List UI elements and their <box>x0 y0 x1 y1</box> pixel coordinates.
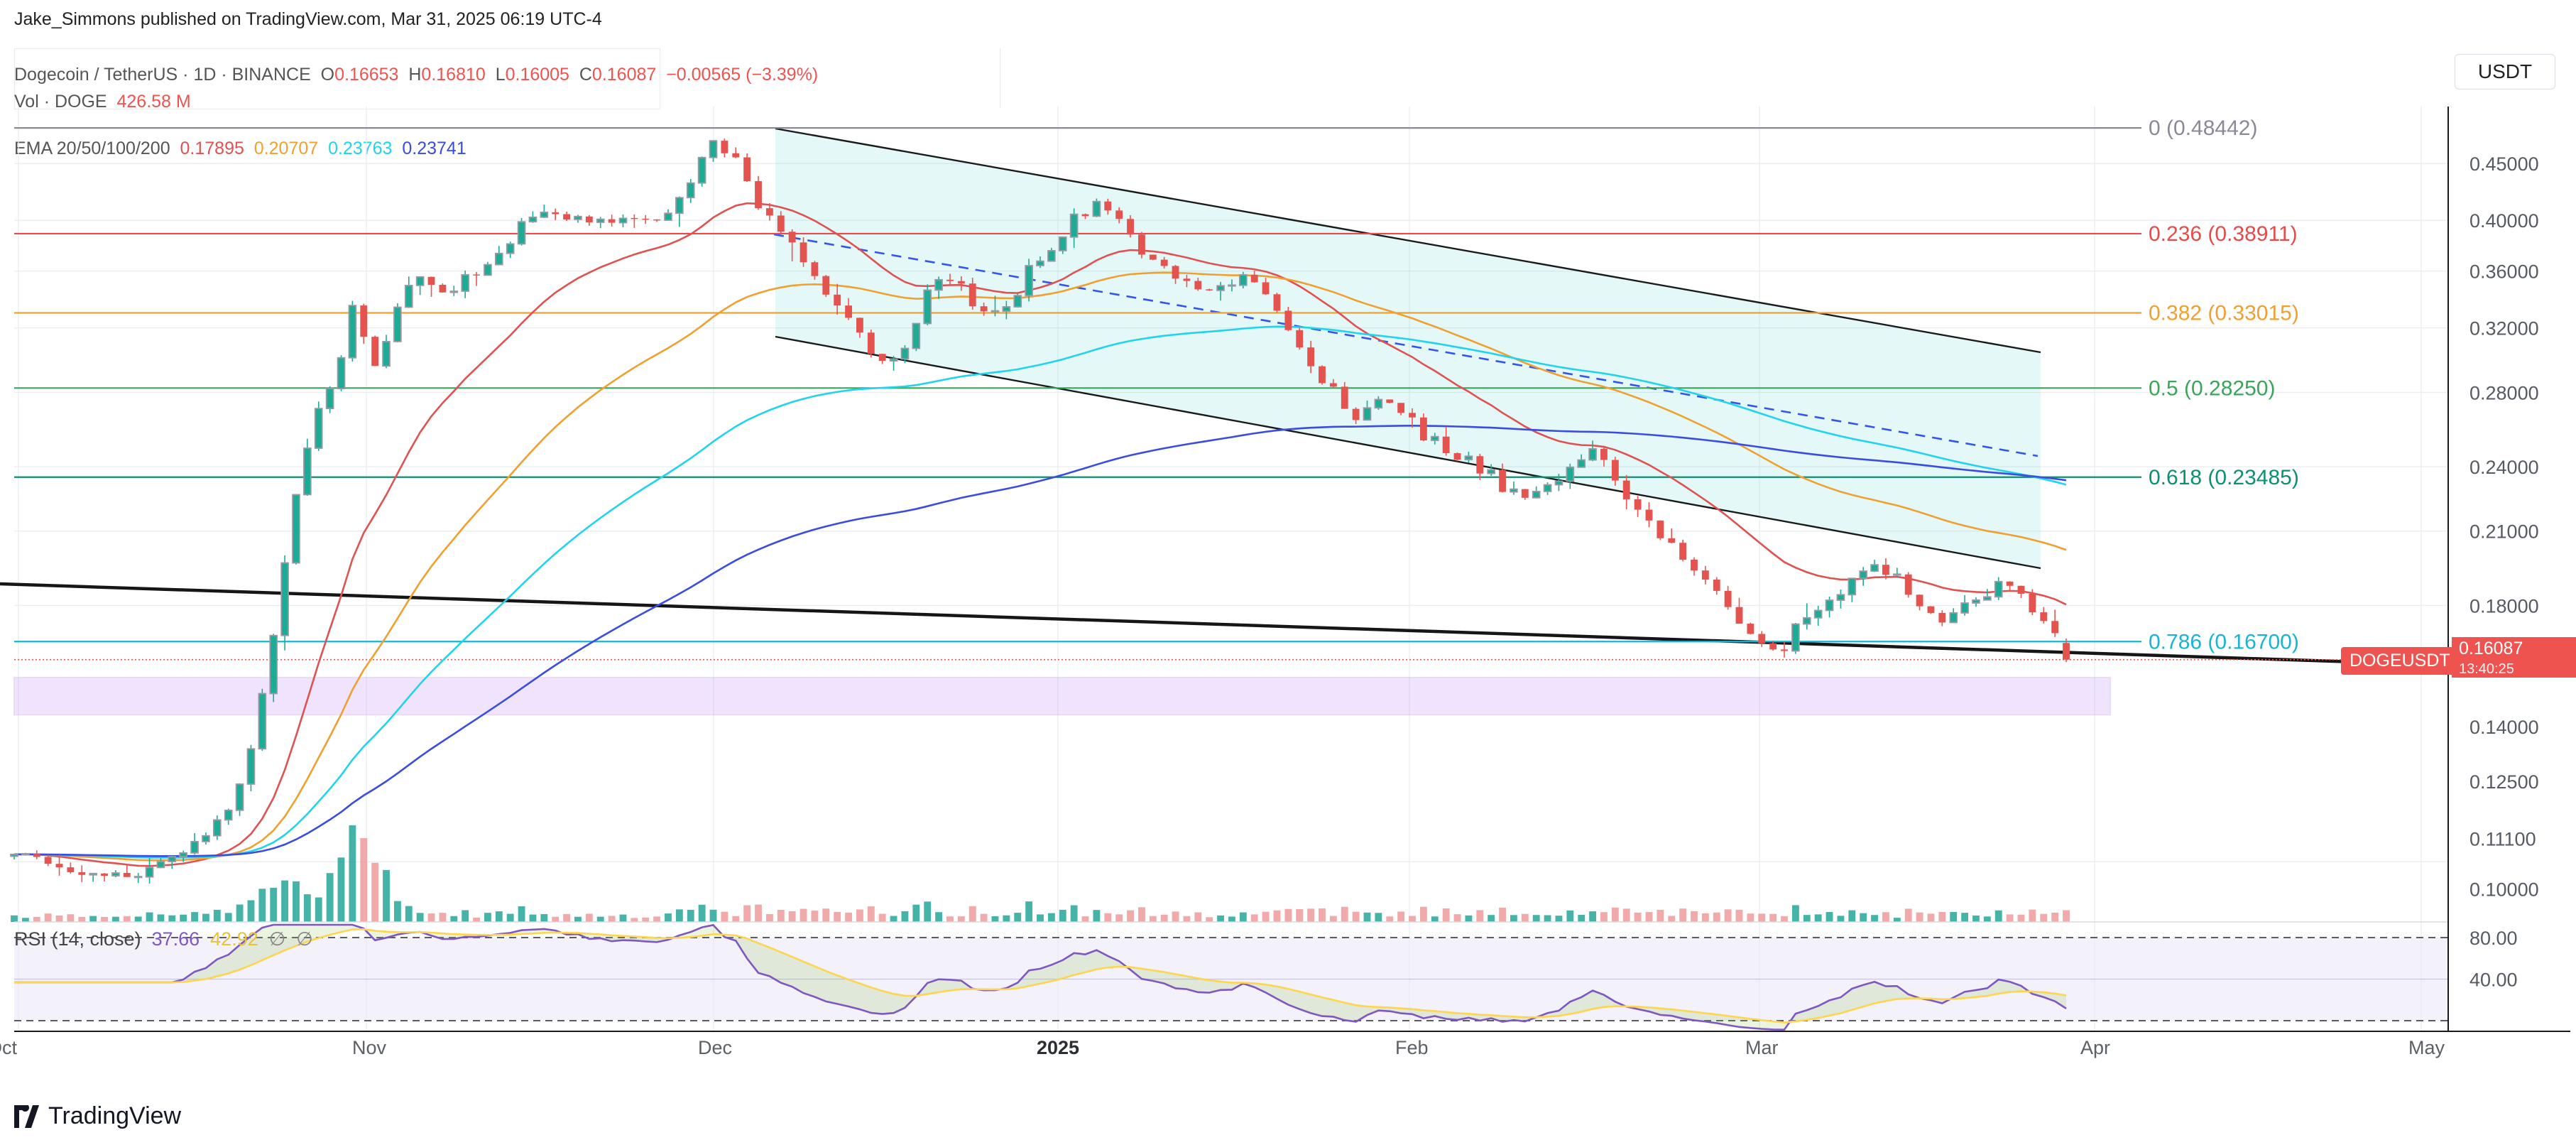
svg-text:0.32000: 0.32000 <box>2469 318 2539 340</box>
svg-text:0 (0.48442): 0 (0.48442) <box>2149 116 2257 140</box>
svg-text:0.21000: 0.21000 <box>2469 521 2539 543</box>
svg-text:0.236 (0.38911): 0.236 (0.38911) <box>2149 222 2298 246</box>
svg-text:0.618 (0.23485): 0.618 (0.23485) <box>2149 466 2299 489</box>
svg-text:0.18000: 0.18000 <box>2469 595 2539 617</box>
svg-text:0.36000: 0.36000 <box>2469 261 2539 283</box>
svg-text:0.12500: 0.12500 <box>2469 771 2539 793</box>
svg-text:0.24000: 0.24000 <box>2469 457 2539 478</box>
svg-text:0.5 (0.28250): 0.5 (0.28250) <box>2149 376 2275 400</box>
svg-text:0.10000: 0.10000 <box>2469 879 2539 901</box>
svg-text:0.11100: 0.11100 <box>2469 829 2536 850</box>
svg-text:0.14000: 0.14000 <box>2469 717 2539 738</box>
svg-text:80.00: 80.00 <box>2469 928 2518 949</box>
svg-text:0.45000: 0.45000 <box>2469 153 2539 175</box>
svg-text:0.382 (0.33015): 0.382 (0.33015) <box>2149 302 2299 325</box>
svg-text:40.00: 40.00 <box>2469 970 2518 991</box>
svg-text:0.28000: 0.28000 <box>2469 382 2539 403</box>
svg-text:0.786 (0.16700): 0.786 (0.16700) <box>2149 630 2299 653</box>
svg-text:0.40000: 0.40000 <box>2469 210 2539 232</box>
